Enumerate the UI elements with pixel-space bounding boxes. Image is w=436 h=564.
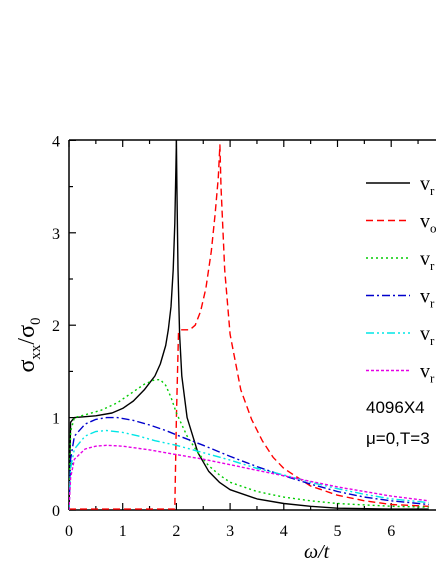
series-line-5 xyxy=(69,444,429,510)
series-line-3 xyxy=(69,416,429,510)
x-tick-label: 1 xyxy=(119,523,127,540)
annotation-params: μ=0,T=3 xyxy=(366,429,430,448)
x-axis-title: ω/t xyxy=(304,541,330,563)
y-tick-label: 0 xyxy=(52,503,60,520)
legend-label-3: vr xyxy=(420,286,435,311)
legend-label-0: vr xyxy=(420,173,435,198)
x-tick-label: 4 xyxy=(280,523,288,540)
x-tick-label: 5 xyxy=(334,523,342,540)
series-line-4 xyxy=(69,429,429,510)
x-tick-labels: 0 1 2 3 4 5 6 xyxy=(65,523,395,540)
series-line-0 xyxy=(69,140,429,510)
y-tick-labels: 0 1 2 3 4 xyxy=(52,133,60,520)
x-tick-label: 2 xyxy=(172,523,180,540)
legend: vr vo vr vr vr vr xyxy=(366,173,436,386)
series-line-2 xyxy=(69,379,429,510)
y-tick-label: 1 xyxy=(52,411,60,428)
legend-label-5: vr xyxy=(420,361,435,386)
y-tick-label: 2 xyxy=(52,318,60,335)
y-tick-label: 4 xyxy=(52,133,60,150)
legend-label-1: vo xyxy=(420,211,436,236)
x-tick-label: 3 xyxy=(226,523,234,540)
x-tick-label: 0 xyxy=(65,523,73,540)
x-tick-label: 6 xyxy=(387,523,395,540)
series-group xyxy=(69,140,429,510)
annotation-grid-size: 4096X4 xyxy=(366,398,425,417)
y-axis-title: σxx/σ0 xyxy=(14,317,44,372)
y-tick-label: 3 xyxy=(52,226,60,243)
legend-label-2: vr xyxy=(420,248,435,273)
legend-label-4: vr xyxy=(420,323,435,348)
svg-text:σxx/σ0: σxx/σ0 xyxy=(14,317,44,372)
tick-marks xyxy=(68,139,419,511)
series-line-1 xyxy=(69,144,429,510)
